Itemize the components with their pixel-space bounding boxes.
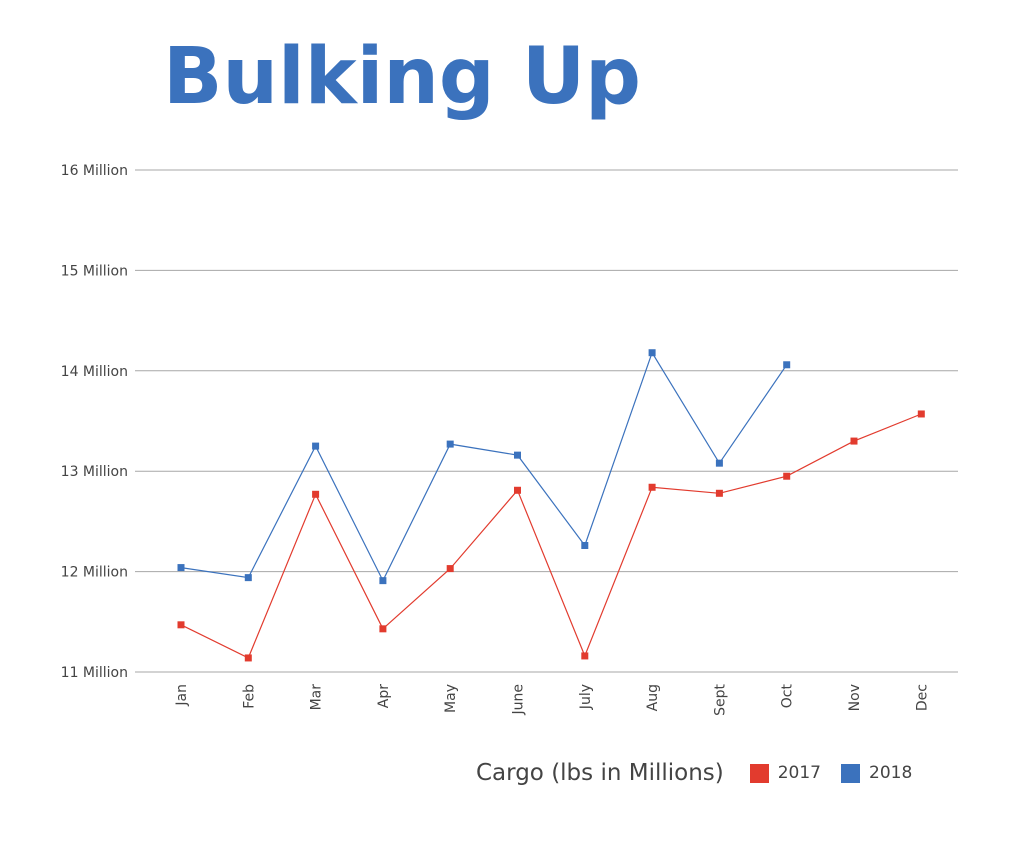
legend-title: Cargo (lbs in Millions) — [476, 760, 724, 786]
data-point-2017 — [783, 472, 791, 480]
data-point-2018 — [244, 574, 252, 582]
data-point-2018 — [177, 564, 185, 572]
y-axis-tick-labels: 11 Million 12 Million 13 Million 14 Million… — [61, 163, 128, 681]
series-points — [177, 349, 925, 662]
x-tick-label: Nov — [847, 684, 863, 711]
gridlines — [135, 169, 958, 673]
data-point-2017 — [446, 565, 454, 573]
data-point-2017 — [581, 652, 589, 660]
data-point-2017 — [177, 621, 185, 629]
y-tick-label: 13 Million — [61, 464, 128, 480]
legend-swatch-2017 — [749, 763, 769, 783]
y-tick-label: 12 Million — [61, 565, 128, 581]
data-point-2018 — [648, 349, 656, 357]
series-lines — [180, 351, 922, 659]
data-point-2018 — [514, 451, 521, 459]
legend-label-2018: 2018 — [869, 763, 913, 783]
data-point-2017 — [312, 490, 320, 498]
data-point-2017 — [917, 410, 925, 418]
x-tick-label: Apr — [376, 684, 392, 708]
series-line-2018 — [180, 351, 788, 582]
legend-item-2018: 2018 — [841, 763, 912, 783]
x-tick-label: Aug — [645, 684, 661, 711]
x-tick-label: Feb — [241, 684, 257, 709]
data-point-2018 — [581, 541, 589, 549]
legend: Cargo (lbs in Millions) 2017 2018 — [476, 756, 932, 790]
data-point-2017 — [648, 483, 656, 491]
x-tick-label: May — [443, 684, 459, 713]
y-tick-label: 16 Million — [61, 163, 128, 179]
data-point-2017 — [850, 437, 858, 445]
x-tick-label: Jan — [174, 684, 190, 707]
data-point-2018 — [379, 577, 387, 585]
legend-swatch-2018 — [841, 763, 860, 783]
y-tick-label: 11 Million — [61, 665, 128, 681]
data-point-2018 — [715, 459, 723, 467]
series-line-2017 — [180, 413, 922, 659]
x-tick-label: Sept — [712, 684, 728, 716]
x-tick-label: Oct — [780, 684, 796, 709]
legend-item-2017: 2017 — [749, 763, 821, 783]
x-tick-label: Dec — [914, 684, 930, 711]
x-axis-tick-labels: Jan Feb Mar Apr May June July Aug Sept Oct Nov Dec — [174, 684, 930, 716]
y-tick-label: 14 Million — [61, 364, 128, 380]
data-point-2018 — [312, 442, 320, 450]
data-point-2018 — [446, 440, 454, 448]
x-tick-label: June — [511, 684, 527, 716]
chart-title: Bulking Up — [163, 32, 642, 122]
data-point-2017 — [379, 625, 387, 633]
data-point-2017 — [514, 486, 521, 494]
legend-label-2017: 2017 — [777, 763, 821, 783]
data-point-2017 — [715, 489, 723, 497]
y-tick-label: 15 Million — [61, 263, 128, 279]
data-point-2018 — [783, 361, 791, 369]
x-tick-label: July — [578, 684, 594, 710]
x-tick-label: Mar — [309, 684, 325, 711]
data-point-2017 — [244, 654, 252, 662]
